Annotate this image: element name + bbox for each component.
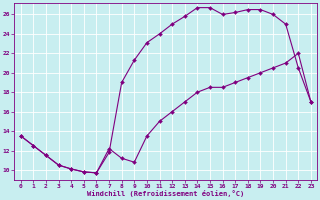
X-axis label: Windchill (Refroidissement éolien,°C): Windchill (Refroidissement éolien,°C) (87, 190, 244, 197)
